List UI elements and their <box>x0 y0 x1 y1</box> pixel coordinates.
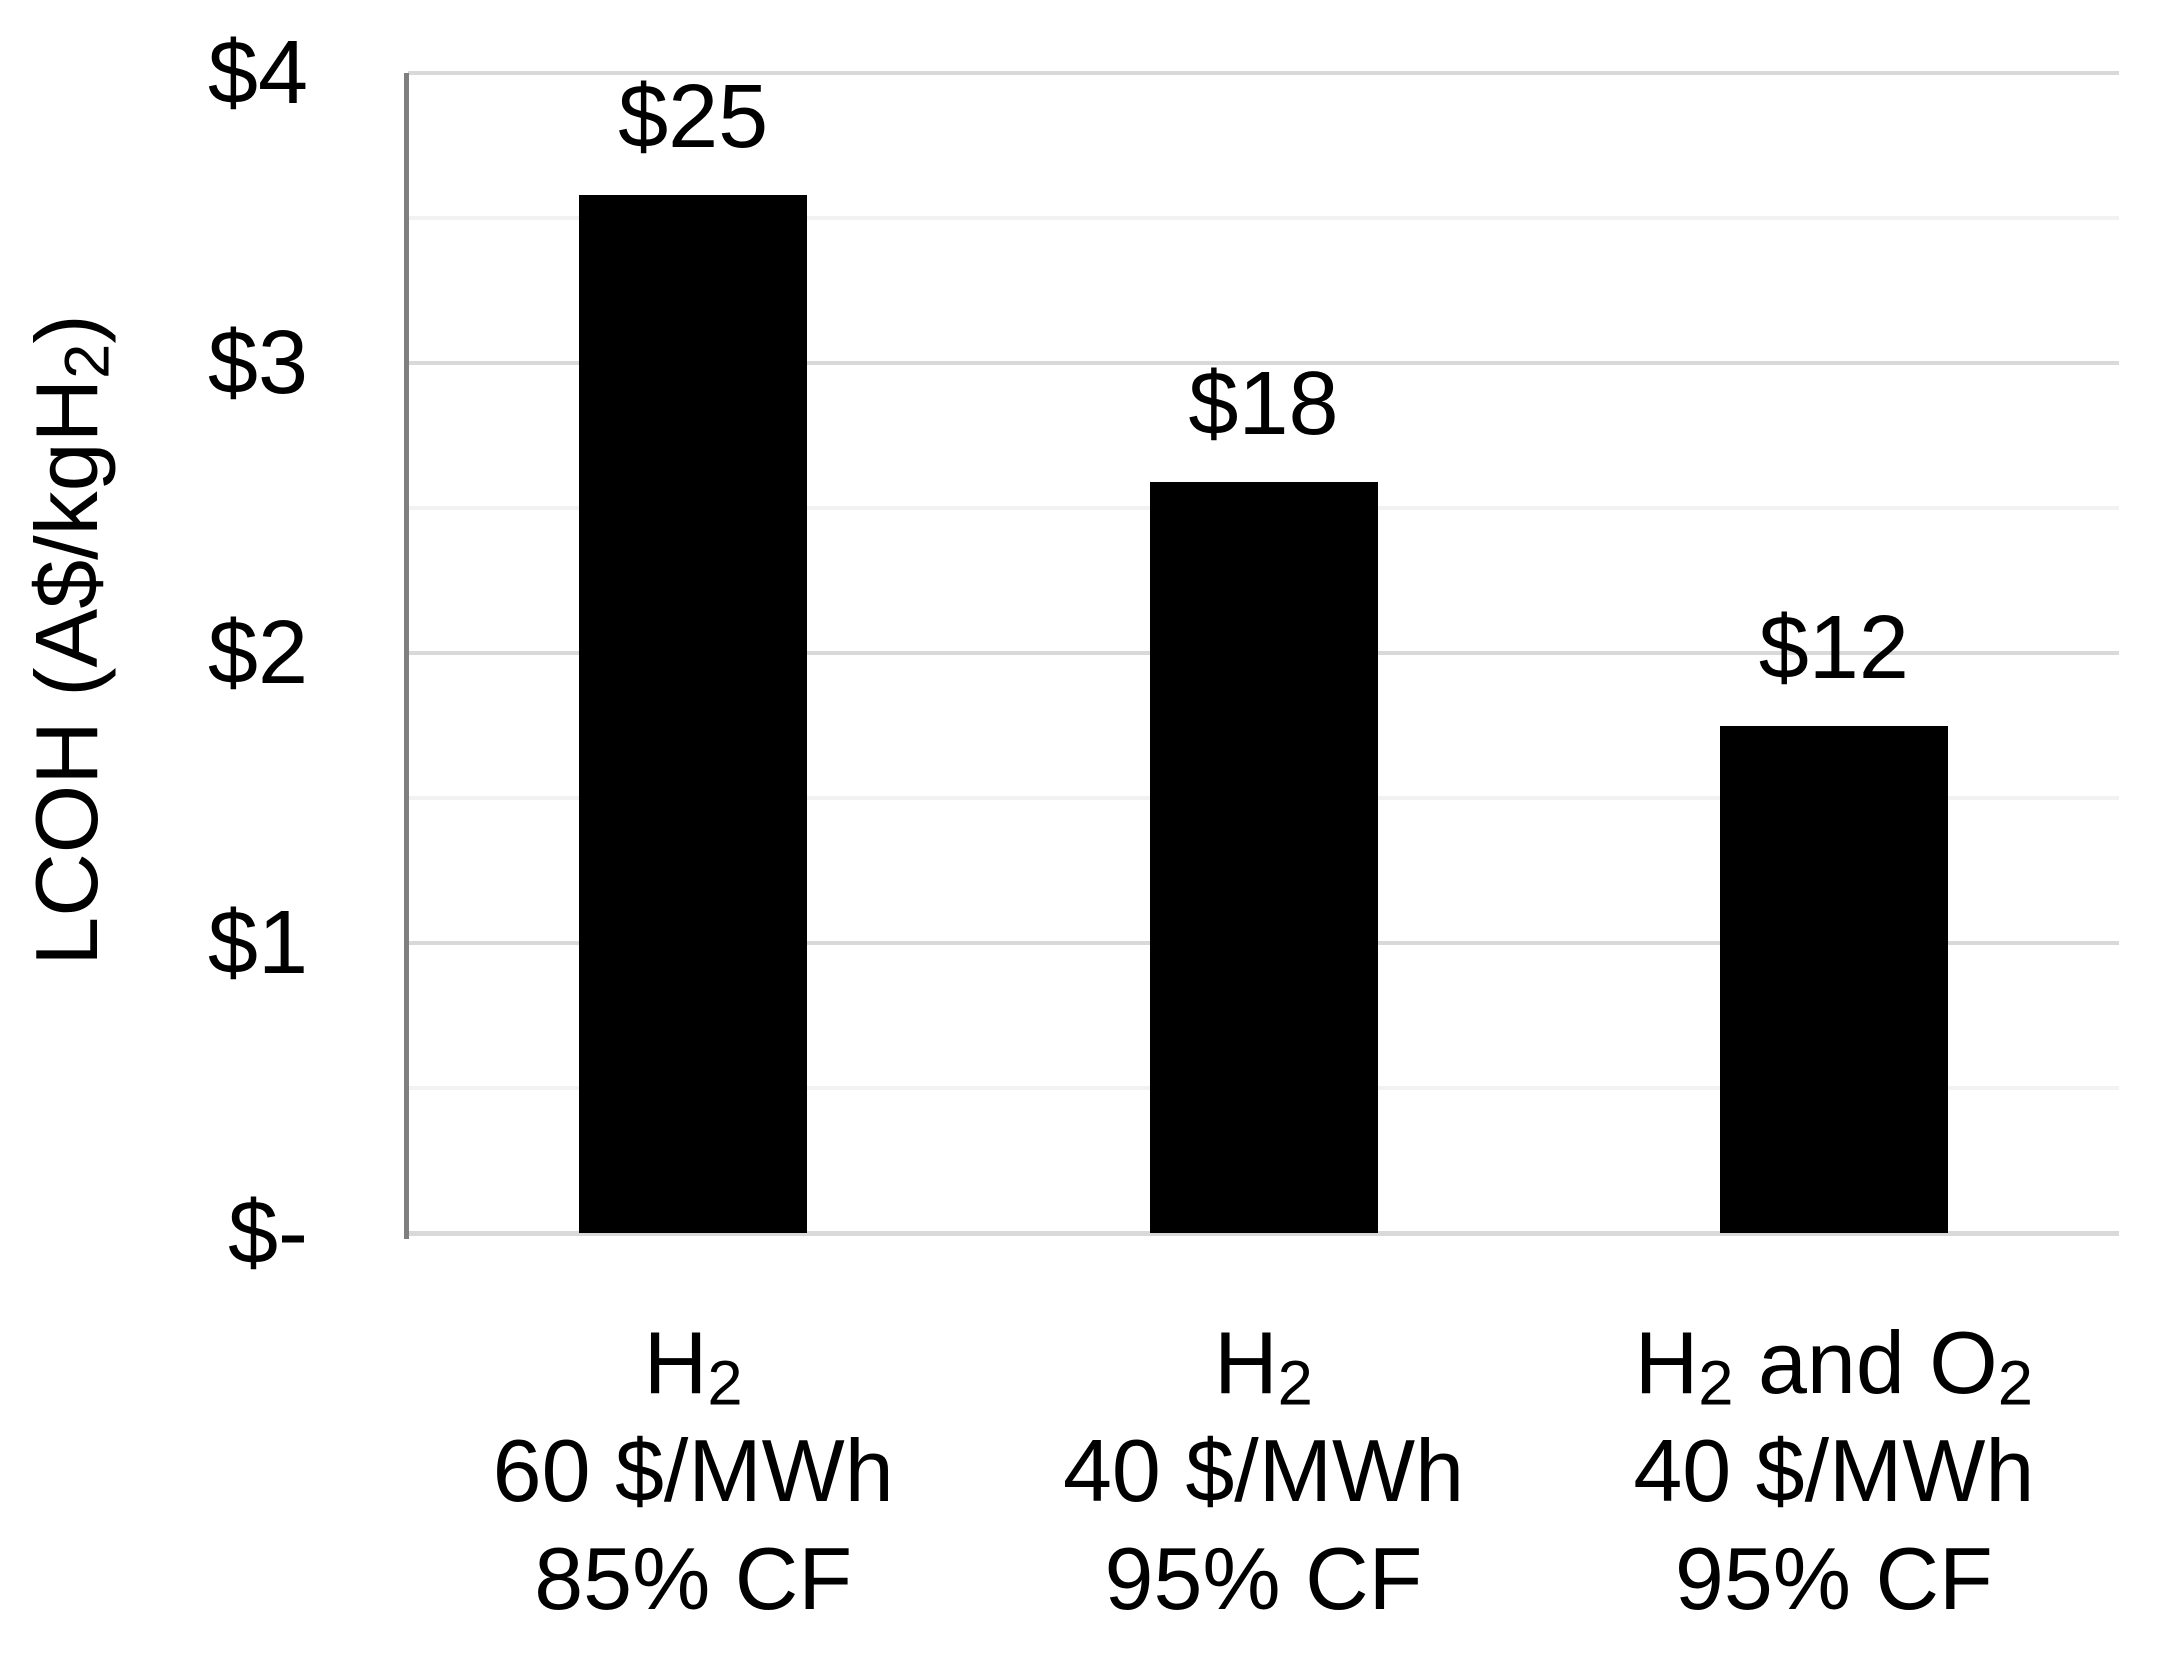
bar-value-label: $18 <box>1188 353 1339 454</box>
bar <box>1149 481 1378 1233</box>
category-line: H2 <box>954 1309 1574 1417</box>
text-segment: 85% CF <box>534 1529 853 1628</box>
y-tick-label: $2 <box>207 603 308 703</box>
text-segment: H <box>643 1313 708 1412</box>
bar-value-label: $12 <box>1758 597 1909 698</box>
subscript-text: 2 <box>1277 1348 1313 1419</box>
bar-value-label: $25 <box>618 66 769 167</box>
category-label: H2 60 $/MWh 85% CF <box>383 1309 1003 1633</box>
text-segment: 60 $/MWh <box>492 1421 894 1520</box>
category-line: 95% CF <box>1524 1525 2144 1633</box>
subscript-text: 2 <box>1698 1348 1734 1419</box>
category-line: H2 and O2 <box>1524 1309 2144 1417</box>
subscript-text: 2 <box>1997 1348 2033 1419</box>
category-label: H2 40 $/MWh 95% CF <box>954 1309 1574 1633</box>
y-tick-label: $4 <box>207 23 308 123</box>
x-axis-line <box>404 1231 2119 1236</box>
text-segment: H <box>1634 1313 1699 1412</box>
category-line: 40 $/MWh <box>1524 1417 2144 1525</box>
category-line: 40 $/MWh <box>954 1417 1574 1525</box>
text-segment: 95% CF <box>1104 1529 1423 1628</box>
category-line: 60 $/MWh <box>383 1417 1003 1525</box>
text-segment: 40 $/MWh <box>1062 1421 1465 1520</box>
subscript-text: 2 <box>707 1348 743 1419</box>
text-segment: 95% CF <box>1674 1529 1993 1628</box>
minor-gridline <box>408 216 2119 220</box>
y-axis-line <box>404 73 409 1239</box>
bar <box>1719 725 1948 1233</box>
y-tick-label: $1 <box>207 893 308 993</box>
major-gridline <box>408 361 2119 365</box>
plot-area: $25 $18 $12 <box>404 67 2119 1239</box>
text-segment: and O <box>1733 1313 1998 1412</box>
major-gridline <box>408 71 2119 75</box>
category-line: H2 <box>383 1309 1003 1417</box>
category-line: 95% CF <box>954 1525 1574 1633</box>
bar <box>579 194 808 1233</box>
category-line: 85% CF <box>383 1525 1003 1633</box>
text-segment: 40 $/MWh <box>1633 1421 2035 1520</box>
category-label: H2 and O2 40 $/MWh 95% CF <box>1524 1309 2144 1633</box>
y-tick-label: $- <box>227 1183 308 1283</box>
y-tick-label: $3 <box>207 313 308 413</box>
text-segment: H <box>1214 1313 1278 1412</box>
